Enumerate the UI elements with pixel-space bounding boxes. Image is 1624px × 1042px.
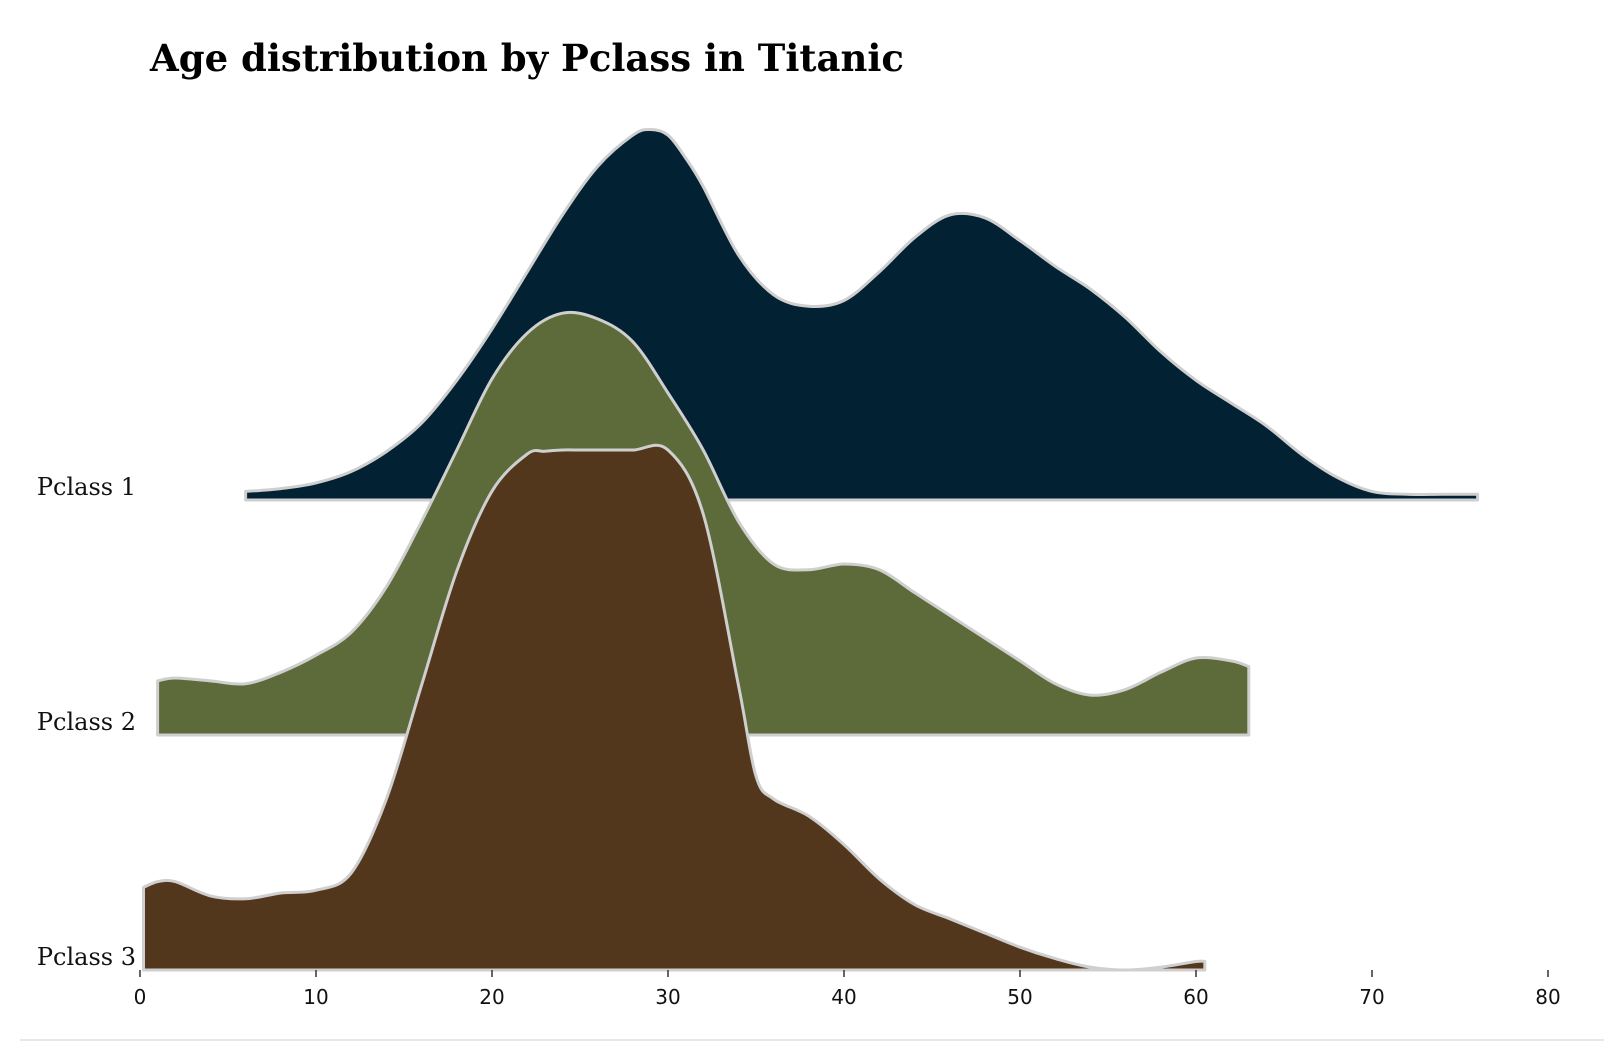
x-tick-label: 60 — [1183, 985, 1208, 1009]
ridge-pclass-1 — [244, 127, 1480, 502]
row-label-pclass-2: Pclass 2 — [37, 708, 136, 736]
row-label-pclass-3: Pclass 3 — [37, 943, 136, 971]
x-tick-label: 50 — [1007, 985, 1032, 1009]
x-tick-label: 30 — [655, 985, 680, 1009]
ridges-layer — [142, 127, 1480, 972]
row-label-pclass-1: Pclass 1 — [37, 473, 136, 501]
chart-title: Age distribution by Pclass in Titanic — [149, 36, 904, 80]
x-tick-label: 70 — [1359, 985, 1384, 1009]
x-tick-label: 80 — [1535, 985, 1560, 1009]
ridge-pclass-3 — [142, 443, 1207, 972]
row-labels-layer: Pclass 1 Pclass 2 Pclass 3 — [37, 473, 136, 971]
x-tick-label: 0 — [134, 985, 147, 1009]
x-tick-label: 40 — [831, 985, 856, 1009]
x-tick-label: 20 — [479, 985, 504, 1009]
x-axis: 0 10 20 30 40 50 60 70 80 — [134, 970, 1561, 1009]
x-tick-label: 10 — [303, 985, 328, 1009]
